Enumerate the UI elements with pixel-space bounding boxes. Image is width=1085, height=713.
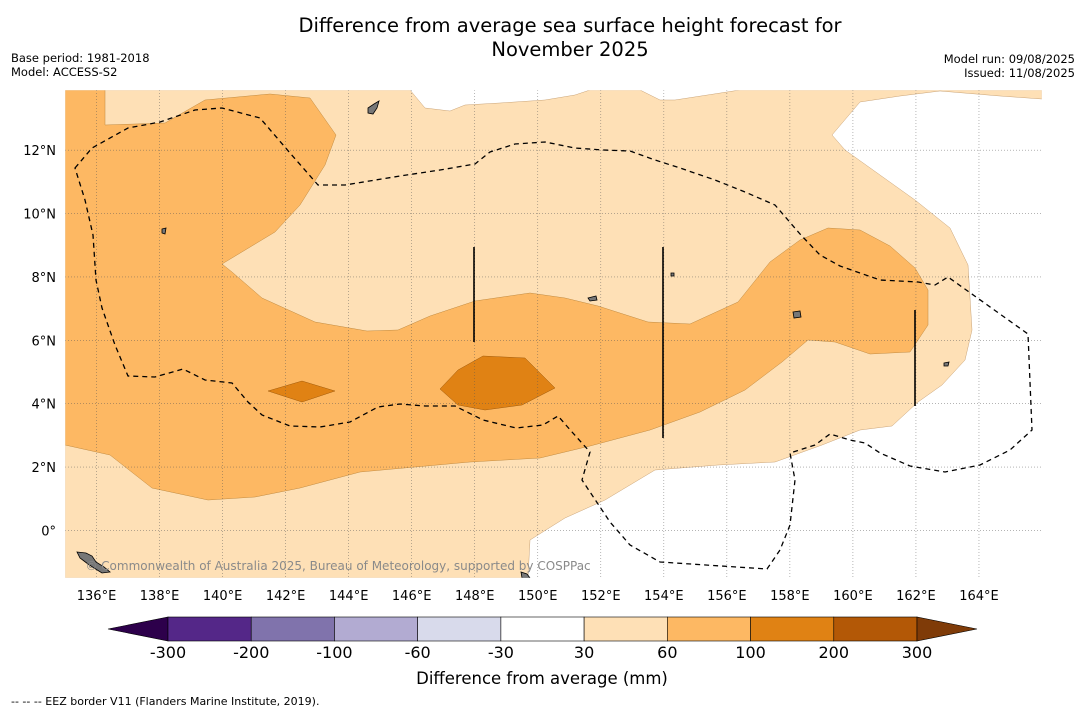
- colorbar-extend-low: [107, 616, 169, 642]
- colorbar-tick-label: -300: [150, 643, 186, 662]
- colorbar-tick-label: -200: [233, 643, 269, 662]
- title-line-1: Difference from average sea surface heig…: [298, 14, 842, 37]
- contour-100-200-central: [439, 355, 556, 411]
- lat-tick-label: 6°N: [32, 334, 57, 349]
- lat-tick-label: 8°N: [32, 271, 57, 286]
- lon-tick-label: 142°E: [266, 589, 306, 604]
- island-north: [367, 100, 380, 115]
- lon-tick-label: 146°E: [392, 589, 432, 604]
- islands: [76, 100, 950, 578]
- colorbar-cell: [667, 616, 751, 642]
- map-frame: [64, 89, 1043, 579]
- lon-tick-label: 140°E: [203, 589, 243, 604]
- copyright-watermark: © Commonwealth of Australia 2025, Bureau…: [85, 559, 590, 573]
- colorbar-extend-high: [916, 616, 978, 642]
- colorbar-tick-label: 300: [902, 643, 933, 662]
- lat-tick-label: 10°N: [23, 208, 56, 223]
- metadata-right: Model run: 09/08/2025 Issued: 11/08/2025: [943, 52, 1075, 80]
- lon-tick-label: 138°E: [140, 589, 180, 604]
- island-small-2: [587, 295, 598, 302]
- colorbar-tick-label: 60: [657, 643, 677, 662]
- contour-60-100: [65, 90, 929, 501]
- colorbar-title: Difference from average (mm): [416, 669, 668, 688]
- island-small-3: [943, 361, 950, 367]
- lon-tick-label: 144°E: [329, 589, 369, 604]
- colorbar-tick-label: -100: [316, 643, 352, 662]
- island-south: [520, 571, 531, 578]
- colorbar-cell: [833, 616, 918, 642]
- lon-tick-label: 150°E: [518, 589, 558, 604]
- colorbar-cell: [417, 616, 502, 642]
- lon-tick-label: 158°E: [770, 589, 810, 604]
- colorbar-cell: [250, 616, 335, 642]
- title-line-2: November 2025: [491, 38, 649, 61]
- colorbar-tick-label: -30: [488, 643, 514, 662]
- colorbar-cell: [334, 616, 418, 642]
- island-small-4: [670, 272, 675, 277]
- eez-border-line: [74, 107, 1033, 570]
- base-period: Base period: 1981-2018: [11, 51, 150, 65]
- lat-tick-label: 2°N: [32, 461, 57, 476]
- colorbar: -300 -200 -100 -60 -30 30 60 100 200 300 Differen…: [107, 616, 978, 688]
- contour-100-200-west: [267, 380, 336, 403]
- model-run: Model run: 09/08/2025: [943, 52, 1075, 66]
- eez-footnote: -- -- -- EEZ border V11 (Flanders Marine…: [11, 695, 320, 708]
- gridlines: [65, 90, 1042, 578]
- lon-tick-label: 160°E: [833, 589, 873, 604]
- colorbar-cell: [583, 616, 668, 642]
- lon-tick-label: 148°E: [455, 589, 495, 604]
- colorbar-tick-label: 200: [819, 643, 850, 662]
- map-plot-area: © Commonwealth of Australia 2025, Bureau…: [65, 90, 1042, 578]
- lon-tick-label: 162°E: [896, 589, 936, 604]
- lon-tick-label: 156°E: [707, 589, 747, 604]
- colorbar-tick-label: -60: [405, 643, 431, 662]
- colorbar-tick-labels: -300 -200 -100 -60 -30 30 60 100 200 300: [150, 643, 932, 662]
- lat-tick-label: 0°: [41, 524, 56, 539]
- lon-tick-label: 164°E: [959, 589, 999, 604]
- colorbar-cell: [750, 616, 835, 642]
- colorbar-tick-label: 100: [735, 643, 766, 662]
- chart-title: Difference from average sea surface heig…: [0, 14, 1085, 62]
- issued-date: Issued: 11/08/2025: [964, 65, 1075, 80]
- metadata-left: Base period: 1981-2018 Model: ACCESS-S2: [11, 51, 150, 79]
- lon-tick-label: 152°E: [581, 589, 621, 604]
- island-southwest: [76, 551, 111, 574]
- colorbar-cell: [167, 616, 252, 642]
- lat-tick-label: 12°N: [23, 144, 56, 159]
- island-small-1: [161, 227, 167, 235]
- colorbar-cells: [167, 616, 918, 642]
- island-east: [792, 310, 802, 319]
- model-name: Model: ACCESS-S2: [11, 64, 118, 79]
- longitude-tick-labels: 136°E 138°E 140°E 142°E 144°E 146°E 148°E 150°E…: [77, 589, 999, 604]
- colorbar-cell: [500, 616, 585, 642]
- lat-tick-label: 4°N: [32, 398, 57, 413]
- colorbar-tick-label: 30: [574, 643, 594, 662]
- lon-tick-label: 154°E: [644, 589, 684, 604]
- latitude-tick-labels: 0° 2°N 4°N 6°N 8°N 10°N 12°N: [23, 144, 56, 539]
- lon-tick-label: 136°E: [77, 589, 117, 604]
